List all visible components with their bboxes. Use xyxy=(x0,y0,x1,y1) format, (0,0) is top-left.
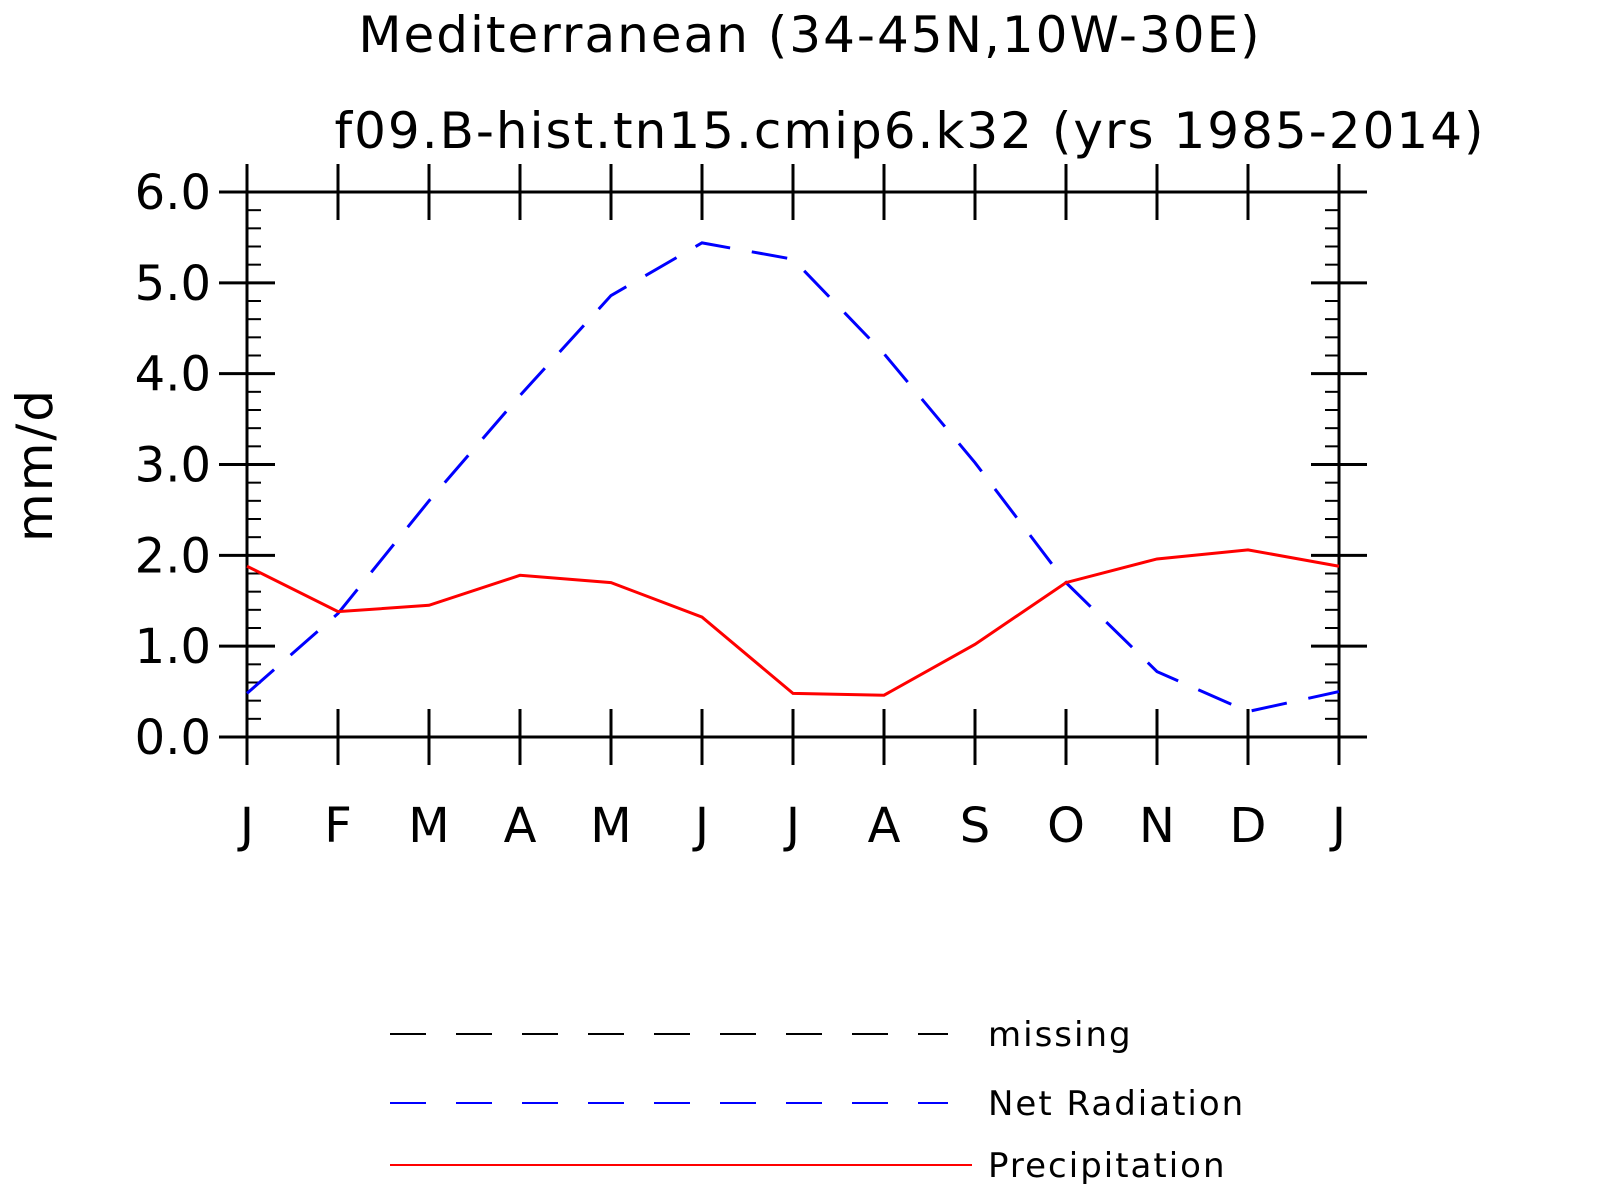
minor-ticks xyxy=(247,209,1339,720)
chart-title: Mediterranean (34-45N,10W-30E) xyxy=(358,6,1261,64)
x-tick-label: O xyxy=(1047,798,1085,854)
y-tick-label: 3.0 xyxy=(135,438,211,494)
x-tick-label: A xyxy=(504,798,537,854)
x-tick-label: M xyxy=(590,798,631,854)
x-tick-label: S xyxy=(960,798,990,854)
x-tick-label: J xyxy=(692,798,709,854)
x-tick-label: F xyxy=(324,798,352,854)
y-tick-label: 1.0 xyxy=(135,619,211,675)
y-tick-label: 6.0 xyxy=(135,165,211,221)
major-ticks xyxy=(219,164,1367,765)
x-tick-label: J xyxy=(1329,798,1346,854)
x-tick-label: N xyxy=(1139,798,1175,854)
y-tick-labels: 0.0 1.0 2.0 3.0 4.0 5.0 6.0 xyxy=(135,165,211,766)
series-line-2 xyxy=(246,548,1340,697)
x-tick-label: D xyxy=(1230,798,1267,854)
chart-subtitle: f09.B-hist.tn15.cmip6.k32 (yrs 1985-2014… xyxy=(334,102,1485,160)
y-tick-label: 2.0 xyxy=(135,528,211,584)
legend-label-0: missing xyxy=(988,1015,1133,1055)
series-line-1 xyxy=(246,241,1340,714)
x-tick-label: J xyxy=(783,798,800,854)
y-tick-label: 5.0 xyxy=(135,256,211,312)
legend: missing Net Radiation Precipitation xyxy=(390,1015,1245,1186)
plot-frame xyxy=(245,190,1341,739)
x-tick-label: M xyxy=(408,798,449,854)
y-tick-label: 0.0 xyxy=(135,710,211,766)
plot-border xyxy=(245,190,1341,739)
x-tick-label: A xyxy=(868,798,901,854)
legend-label-1: Net Radiation xyxy=(988,1084,1245,1124)
y-axis-label: mm/d xyxy=(6,388,64,542)
series-lines xyxy=(246,241,1340,714)
legend-label-2: Precipitation xyxy=(988,1146,1227,1186)
y-tick-label: 4.0 xyxy=(135,347,211,403)
x-tick-label: J xyxy=(237,798,254,854)
